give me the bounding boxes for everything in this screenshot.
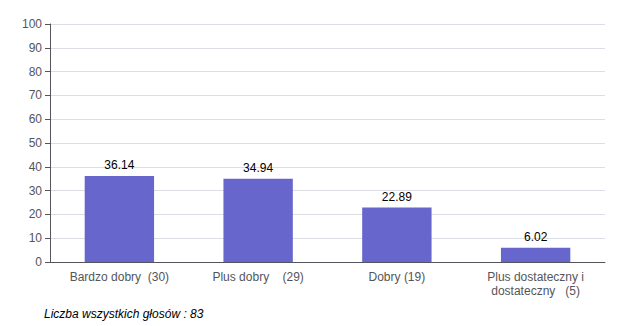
svg-text:Bardzo dobry (30): Bardzo dobry (30): [70, 270, 169, 284]
svg-text:6.02: 6.02: [524, 230, 548, 244]
svg-text:34.94: 34.94: [243, 161, 273, 175]
svg-text:30: 30: [29, 184, 43, 198]
svg-text:70: 70: [29, 88, 43, 102]
svg-text:10: 10: [29, 231, 43, 245]
svg-text:90: 90: [29, 41, 43, 55]
svg-text:Plus dostateczny i: Plus dostateczny i: [487, 270, 584, 284]
svg-text:Liczba wszystkich głosów : 83: Liczba wszystkich głosów : 83: [44, 307, 204, 321]
svg-text:36.14: 36.14: [104, 158, 134, 172]
svg-text:50: 50: [29, 136, 43, 150]
svg-text:dostateczny (5): dostateczny (5): [491, 284, 580, 298]
svg-text:80: 80: [29, 65, 43, 79]
svg-text:60: 60: [29, 112, 43, 126]
svg-text:Dobry (19): Dobry (19): [369, 270, 426, 284]
svg-text:40: 40: [29, 160, 43, 174]
svg-text:22.89: 22.89: [382, 190, 412, 204]
svg-text:Plus dobry (29): Plus dobry (29): [212, 270, 303, 284]
svg-text:0: 0: [35, 255, 42, 269]
svg-text:20: 20: [29, 207, 43, 221]
svg-text:100: 100: [22, 17, 42, 31]
